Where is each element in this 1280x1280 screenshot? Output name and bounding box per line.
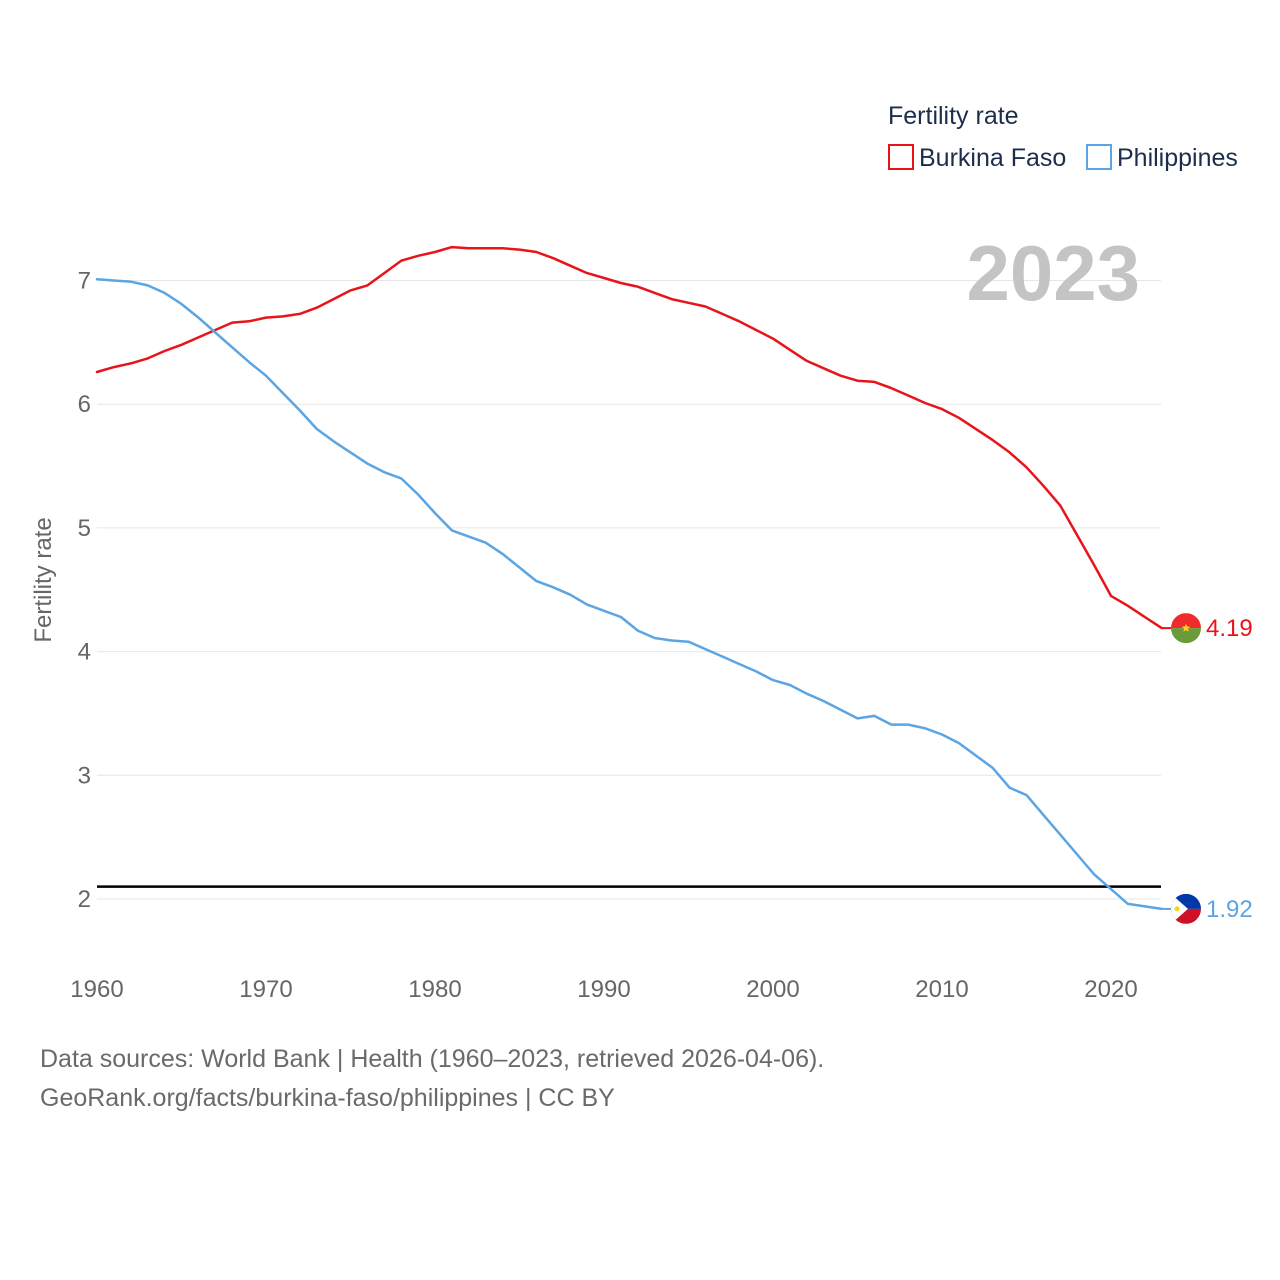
y-tick-label: 5 xyxy=(78,515,91,542)
y-axis-ticks: 2 3 4 5 6 7 xyxy=(78,268,91,914)
x-tick-label: 1990 xyxy=(577,976,630,1003)
legend-swatch-philippines xyxy=(1086,144,1112,170)
x-tick-label: 1980 xyxy=(408,976,461,1003)
flag-icon-burkina-faso xyxy=(1171,613,1201,644)
x-tick-label: 1960 xyxy=(70,976,123,1003)
x-tick-label: 2010 xyxy=(915,976,968,1003)
footer-source: Data sources: World Bank | Health (1960–… xyxy=(40,1045,825,1073)
legend-item-philippines[interactable]: Philippines xyxy=(1086,144,1238,172)
gridlines xyxy=(97,280,1161,900)
x-tick-label: 2000 xyxy=(746,976,799,1003)
y-tick-label: 7 xyxy=(78,268,91,295)
series-line-philippines xyxy=(95,278,1163,911)
end-markers: 4.19 1.92 xyxy=(1161,613,1253,924)
y-tick-label: 2 xyxy=(78,886,91,913)
y-axis-label: Fertility rate xyxy=(30,517,57,642)
legend-label-philippines: Philippines xyxy=(1117,144,1238,172)
y-tick-label: 6 xyxy=(78,391,91,418)
legend-item-burkina-faso[interactable]: Burkina Faso xyxy=(888,144,1066,172)
legend-swatch-burkina-faso xyxy=(888,144,914,170)
y-tick-label: 4 xyxy=(78,639,91,666)
series-lines xyxy=(95,245,1163,911)
series-line-burkina-faso xyxy=(95,245,1163,630)
current-year-label: 2023 xyxy=(966,229,1140,317)
legend: Fertility rate Burkina Faso Philippines xyxy=(888,102,1238,172)
footer-link[interactable]: GeoRank.org/facts/burkina-faso/philippin… xyxy=(40,1084,615,1112)
end-value-philippines: 1.92 xyxy=(1206,896,1253,923)
legend-title: Fertility rate xyxy=(888,102,1019,130)
fertility-chart: 2 3 4 5 6 7 1960 1970 1980 1990 2000 2010 2020 Fert… xyxy=(30,102,1253,1003)
x-tick-label: 2020 xyxy=(1084,976,1137,1003)
x-axis-ticks: 1960 1970 1980 1990 2000 2010 2020 xyxy=(70,976,1137,1003)
flag-icon-philippines xyxy=(1171,893,1201,924)
x-tick-label: 1970 xyxy=(239,976,292,1003)
y-tick-label: 3 xyxy=(78,762,91,789)
legend-label-burkina-faso: Burkina Faso xyxy=(919,144,1066,172)
end-value-burkina-faso: 4.19 xyxy=(1206,615,1253,642)
